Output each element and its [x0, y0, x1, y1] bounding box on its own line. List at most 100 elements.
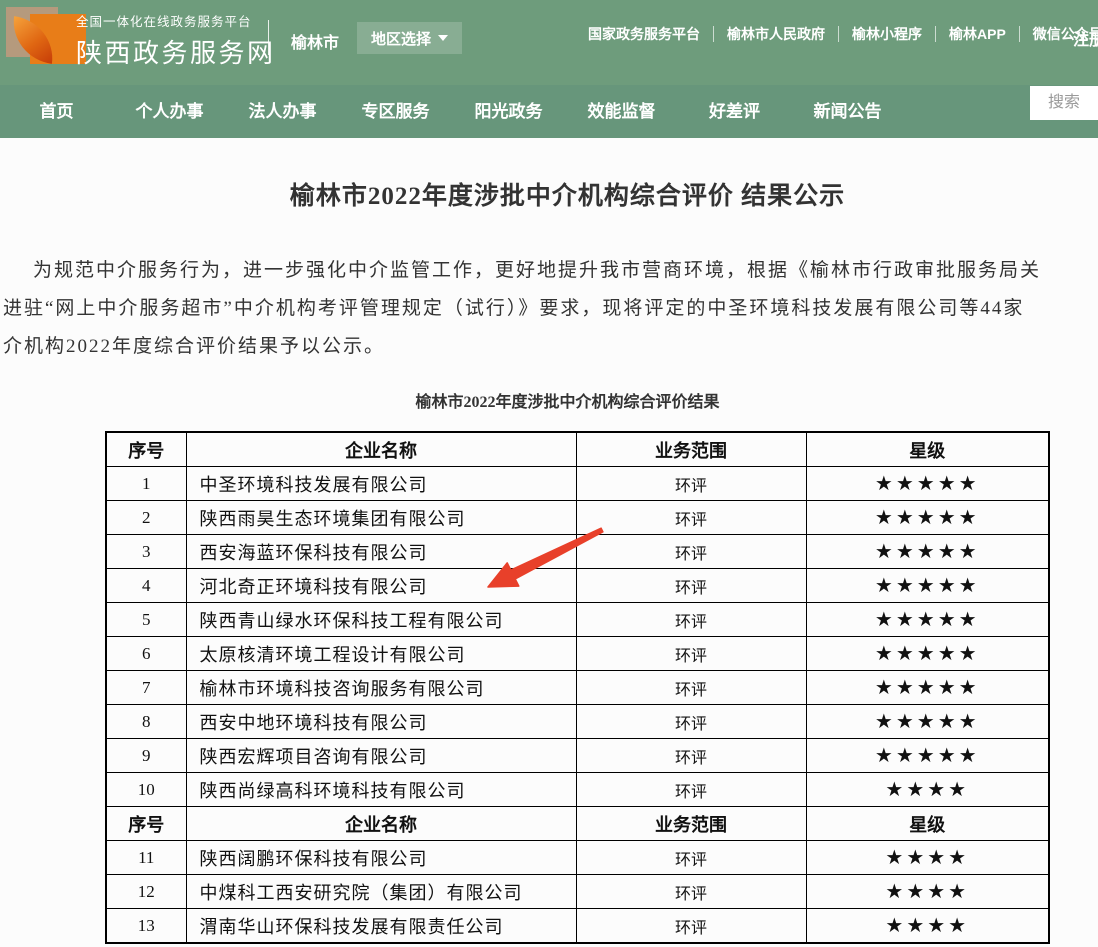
- business-scope: 环评: [575, 772, 807, 807]
- business-scope: 环评: [575, 500, 807, 535]
- column-header: 序号: [105, 806, 187, 841]
- row-index: 11: [105, 840, 187, 875]
- star-rating: ★★★★★: [805, 670, 1050, 705]
- nav-item[interactable]: 专区服务: [361, 102, 430, 121]
- nav-item[interactable]: 个人办事: [135, 102, 204, 121]
- row-index: 4: [105, 568, 187, 603]
- table-row: 10 陕西尚绿高科环境科技有限公司 环评 ★★★★: [105, 772, 1050, 807]
- column-header: 星级: [805, 806, 1050, 841]
- row-index: 12: [105, 874, 187, 909]
- company-name: 陕西尚绿高科环境科技有限公司: [185, 772, 577, 807]
- row-index: 2: [105, 500, 187, 535]
- row-index: 5: [105, 602, 187, 637]
- star-rating: ★★★★★: [805, 568, 1050, 603]
- company-name: 陕西阔鹏环保科技有限公司: [185, 840, 577, 875]
- register-link[interactable]: 注册: [1073, 32, 1098, 49]
- column-header: 业务范围: [575, 431, 807, 467]
- row-index: 9: [105, 738, 187, 773]
- star-rating: ★★★★★: [805, 500, 1050, 535]
- table-row: 1 中圣环境科技发展有限公司 环评 ★★★★★: [105, 466, 1050, 501]
- table-header-row: 序号 企业名称 业务范围 星级: [105, 431, 1050, 467]
- business-scope: 环评: [575, 466, 807, 501]
- row-index: 8: [105, 704, 187, 739]
- business-scope: 环评: [575, 738, 807, 773]
- paragraph-line: 进驻“网上中介服务超市”中介机构考评管理规定（试行）》要求，现将评定的中圣环境科…: [3, 298, 1025, 319]
- star-rating: ★★★★★: [805, 738, 1050, 773]
- region-selector-button[interactable]: 地区选择: [357, 22, 463, 54]
- table-row: 7 榆林市环境科技咨询服务有限公司 环评 ★★★★★: [105, 670, 1050, 705]
- company-name: 西安海蓝环保科技有限公司: [185, 534, 577, 569]
- star-rating: ★★★★: [805, 908, 1050, 944]
- business-scope: 环评: [575, 840, 807, 875]
- row-index: 13: [105, 908, 187, 944]
- business-scope: 环评: [575, 874, 807, 909]
- business-scope: 环评: [575, 908, 807, 944]
- star-rating: ★★★★★: [805, 466, 1050, 501]
- quick-link[interactable]: 微信公众号: [1032, 26, 1098, 42]
- table-row: 9 陕西宏辉项目咨询有限公司 环评 ★★★★★: [105, 738, 1050, 773]
- row-index: 7: [105, 670, 187, 705]
- current-city-label: 榆林市: [291, 35, 340, 52]
- column-header: 业务范围: [575, 806, 807, 841]
- table-row: 8 西安中地环境科技有限公司 环评 ★★★★★: [105, 704, 1050, 739]
- company-name: 陕西雨昊生态环境集团有限公司: [185, 500, 577, 535]
- region-selector-label: 地区选择: [371, 30, 432, 48]
- nav-item[interactable]: 效能监督: [587, 102, 656, 121]
- business-scope: 环评: [575, 670, 807, 705]
- evaluation-table: 序号 企业名称 业务范围 星级 1 中圣环境科技发展有限公司 环评 ★★★★★ 2 陕西雨昊生态环…: [105, 431, 1050, 944]
- business-scope: 环评: [575, 534, 807, 569]
- star-rating: ★★★★: [805, 874, 1050, 909]
- table-row: 4 河北奇正环境科技有限公司 环评 ★★★★★: [105, 568, 1050, 603]
- nav-item[interactable]: 首页: [39, 102, 74, 121]
- site-name: 陕西政务服务网: [76, 38, 276, 68]
- search-input[interactable]: [1030, 86, 1098, 120]
- star-rating: ★★★★★: [805, 704, 1050, 739]
- row-index: 1: [105, 466, 187, 501]
- header-divider: [268, 20, 269, 55]
- company-name: 榆林市环境科技咨询服务有限公司: [185, 670, 577, 705]
- company-name: 中煤科工西安研究院（集团）有限公司: [185, 874, 577, 909]
- site-header: 全国一体化在线政务服务平台 陕西政务服务网 榆林市 地区选择 国家政务服务平台榆…: [0, 0, 1098, 85]
- quick-link[interactable]: 榆林小程序: [839, 26, 936, 42]
- evaluation-table-body: 序号 企业名称 业务范围 星级 1 中圣环境科技发展有限公司 环评 ★★★★★ 2 陕西雨昊生态环…: [105, 431, 1050, 944]
- table-row: 2 陕西雨昊生态环境集团有限公司 环评 ★★★★★: [105, 500, 1050, 535]
- row-index: 10: [105, 772, 187, 807]
- table-caption: 榆林市2022年度涉批中介机构综合评价结果: [415, 394, 720, 411]
- company-name: 西安中地环境科技有限公司: [185, 704, 577, 739]
- star-rating: ★★★★★: [805, 636, 1050, 671]
- nav-item[interactable]: 好差评: [709, 102, 760, 121]
- quick-link[interactable]: 榆林APP: [936, 26, 1020, 42]
- table-row: 13 渭南华山环保科技发展有限责任公司 环评 ★★★★: [105, 908, 1050, 944]
- table-row: 12 中煤科工西安研究院（集团）有限公司 环评 ★★★★: [105, 874, 1050, 909]
- business-scope: 环评: [575, 704, 807, 739]
- nav-item[interactable]: 阳光政务: [474, 102, 543, 121]
- business-scope: 环评: [575, 636, 807, 671]
- nav-item[interactable]: 新闻公告: [813, 102, 882, 121]
- star-rating: ★★★★★: [805, 602, 1050, 637]
- brand-block: 全国一体化在线政务服务平台 陕西政务服务网: [76, 11, 276, 70]
- column-header: 星级: [805, 431, 1050, 467]
- star-rating: ★★★★: [805, 840, 1050, 875]
- row-index: 3: [105, 534, 187, 569]
- table-row: 11 陕西阔鹏环保科技有限公司 环评 ★★★★: [105, 840, 1050, 875]
- main-nav: 首页 个人办事 法人办事 专区服务 阳光政务 效能监督 好差评 新闻公告: [0, 85, 1098, 138]
- star-rating: ★★★★★: [805, 534, 1050, 569]
- table-row: 3 西安海蓝环保科技有限公司 环评 ★★★★★: [105, 534, 1050, 569]
- company-name: 太原核清环境工程设计有限公司: [185, 636, 577, 671]
- company-name: 河北奇正环境科技有限公司: [185, 568, 577, 603]
- platform-tagline: 全国一体化在线政务服务平台: [76, 15, 252, 29]
- company-name: 渭南华山环保科技发展有限责任公司: [185, 908, 577, 944]
- table-row: 6 太原核清环境工程设计有限公司 环评 ★★★★★: [105, 636, 1050, 671]
- business-scope: 环评: [575, 568, 807, 603]
- announcement-paragraph: 为规范中介服务行为，进一步强化中介监管工作，更好地提升我市营商环境，根据《榆林市…: [3, 252, 1098, 366]
- row-index: 6: [105, 636, 187, 671]
- quick-link[interactable]: 国家政务服务平台: [575, 26, 714, 42]
- chevron-down-icon: [438, 35, 449, 41]
- site-logo[interactable]: [6, 7, 86, 69]
- company-name: 中圣环境科技发展有限公司: [185, 466, 577, 501]
- quick-link[interactable]: 榆林市人民政府: [714, 26, 839, 42]
- quick-links: 国家政务服务平台 榆林市人民政府 榆林小程序 榆林APP 微信公众号: [575, 26, 1098, 42]
- nav-item[interactable]: 法人办事: [248, 102, 317, 121]
- paragraph-line: 介机构2022年度综合评价结果予以公示。: [3, 336, 386, 357]
- star-rating: ★★★★: [805, 772, 1050, 807]
